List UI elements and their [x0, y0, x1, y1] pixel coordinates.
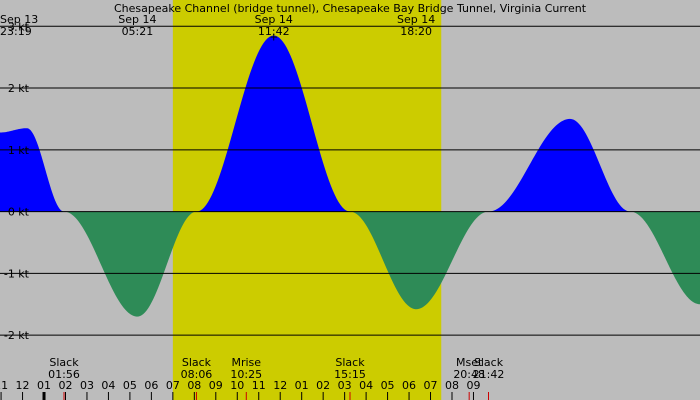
event-time-label: 15:15 — [334, 368, 366, 381]
top-date-label: Sep 14 — [255, 13, 293, 26]
top-time-label: 11:42 — [258, 25, 290, 38]
top-date-label: Sep 14 — [397, 13, 435, 26]
hour-tick-label: 07 — [424, 379, 438, 392]
hour-tick-label: 04 — [359, 379, 373, 392]
hour-tick-label: 04 — [101, 379, 115, 392]
flood-current-area — [196, 35, 350, 212]
y-tick-label: 0 kt — [8, 206, 30, 219]
event-name-label: Mrise — [231, 356, 261, 369]
hour-tick-label: 12 — [16, 379, 30, 392]
event-time-label: 01:56 — [48, 368, 80, 381]
ebb-current-area — [63, 211, 197, 317]
event-time-label: 20:48 — [453, 368, 485, 381]
current-area-layer — [0, 35, 700, 317]
hour-tick-label: 06 — [144, 379, 158, 392]
flood-current-area — [488, 118, 631, 212]
y-tick-label: 3 kt — [8, 20, 30, 33]
top-time-label: 23:19 — [0, 25, 32, 38]
hour-tick-label: 09 — [209, 379, 223, 392]
hour-tick-label: 05 — [123, 379, 137, 392]
hour-tick-label: 01 — [37, 379, 51, 392]
hour-tick-label: 10 — [230, 379, 244, 392]
y-tick-label: 1 kt — [8, 144, 30, 157]
hour-tick-label: 11 — [252, 379, 266, 392]
event-time-label: 21:42 — [473, 368, 505, 381]
peak-marker: + — [269, 31, 278, 44]
gridline-layer — [0, 25, 700, 400]
top-time-label: 18:20 — [400, 25, 432, 38]
top-date-label: Sep 14 — [118, 13, 156, 26]
y-tick-label: -2 kt — [4, 329, 30, 342]
hour-tick-label: 03 — [80, 379, 94, 392]
hour-tick-label: 01 — [295, 379, 309, 392]
hour-tick-label: 02 — [316, 379, 330, 392]
top-date-label: Sep 13 — [0, 13, 38, 26]
event-time-label: 08:06 — [181, 368, 213, 381]
y-tick-label: -1 kt — [4, 267, 30, 280]
event-time-label: 10:25 — [230, 368, 262, 381]
hour-tick-label: 03 — [338, 379, 352, 392]
hour-tick-label: 02 — [58, 379, 72, 392]
hour-tick-label: 08 — [187, 379, 201, 392]
chart-title: Chesapeake Channel (bridge tunnel), Ches… — [114, 2, 587, 15]
hour-tick-label: 08 — [445, 379, 459, 392]
ebb-current-area — [630, 211, 700, 305]
hour-tick-label: 12 — [273, 379, 287, 392]
event-name-label: Mset — [456, 356, 483, 369]
hour-tick-label: 11 — [0, 379, 8, 392]
hour-tick-label: 06 — [402, 379, 416, 392]
y-tick-label: 2 kt — [8, 82, 30, 95]
hour-tick-label: 07 — [166, 379, 180, 392]
hour-tick-label: 09 — [466, 379, 480, 392]
flood-current-area — [0, 128, 64, 212]
hour-tick-label: 05 — [381, 379, 395, 392]
event-name-label: Slack — [474, 356, 504, 369]
event-name-label: Slack — [49, 356, 79, 369]
event-name-label: Slack — [182, 356, 212, 369]
label-layer: Chesapeake Channel (bridge tunnel), Ches… — [0, 2, 587, 392]
ebb-current-area — [350, 211, 489, 310]
top-time-label: 05:21 — [122, 25, 154, 38]
event-name-label: Slack — [335, 356, 365, 369]
